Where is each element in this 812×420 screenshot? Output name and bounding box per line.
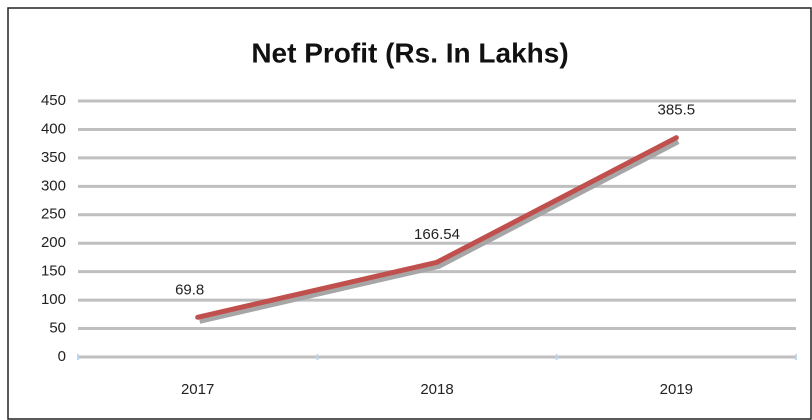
y-tick-label: 0 (58, 348, 66, 365)
y-tick-label: 150 (41, 263, 66, 280)
y-tick-label: 200 (41, 234, 66, 251)
y-tick-label: 300 (41, 177, 66, 194)
x-tick-label: 2018 (420, 381, 453, 398)
series-line (195, 135, 679, 320)
x-tick-label: 2017 (181, 381, 214, 398)
x-tick-label: 2019 (660, 381, 693, 398)
data-label: 166.54 (414, 226, 460, 243)
y-tick-label: 450 (41, 92, 66, 109)
data-label: 385.5 (658, 102, 696, 119)
data-label: 69.8 (175, 281, 204, 298)
y-tick-label: 250 (41, 206, 66, 223)
line-shadow (199, 139, 680, 324)
y-tick-label: 400 (41, 120, 66, 137)
chart-title: Net Profit (Rs. In Lakhs) (251, 37, 568, 68)
y-tick-label: 50 (49, 320, 66, 337)
y-tick-label: 350 (41, 149, 66, 166)
y-tick-label: 100 (41, 291, 66, 308)
